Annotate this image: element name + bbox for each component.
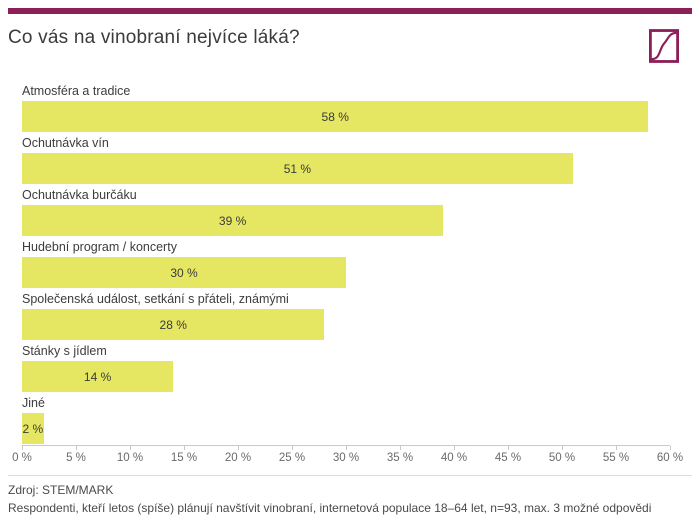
axis-tick-label: 15 % [170,452,198,464]
axis-tick-label: 0 % [12,452,32,464]
axis-tick-label: 60 % [656,452,684,464]
axis-tick-mark [508,446,509,450]
axis-tick-mark [184,446,185,450]
bar-track: 51 % [22,153,670,184]
category-label: Hudební program / koncerty [22,240,177,254]
bar: 2 % [22,413,44,444]
axis-tick-mark [400,446,401,450]
bar-track: 30 % [22,257,670,288]
bar: 58 % [22,101,649,132]
stemmark-logo-icon [649,29,679,63]
footer-divider [8,475,692,476]
bar-track: 14 % [22,361,670,392]
axis-tick-label: 30 % [332,452,360,464]
axis-tick-mark [346,446,347,450]
value-label: 30 % [170,265,198,280]
axis-tick-mark [616,446,617,450]
bar-row: Stánky s jídlem 14 % [22,344,670,392]
category-label: Jiné [22,396,45,410]
methodology-note: Respondenti, kteří letos (spíše) plánují… [8,501,652,515]
bar: 39 % [22,205,444,236]
axis-tick-label: 10 % [116,452,144,464]
source-text: Zdroj: STEM/MARK [8,483,114,497]
category-label: Ochutnávka burčáku [22,188,137,202]
category-label: Atmosféra a tradice [22,84,131,98]
value-label: 39 % [218,213,247,228]
bar-track: 2 % [22,413,670,444]
bar-row: Ochutnávka burčáku 39 % [22,188,670,236]
axis-tick-label: 25 % [278,452,306,464]
axis-tick-label: 20 % [224,452,252,464]
axis-tick-mark [562,446,563,450]
x-axis: 0 % 5 % 10 % 15 % 20 % 25 % 30 % 35 % 40 % 45 % 50… [12,445,683,468]
bar-row: Jiné 2 % [22,396,670,444]
category-label: Ochutnávka vín [22,136,109,150]
category-label: Společenská událost, setkání s přáteli, … [22,292,289,306]
bar-track: 58 % [22,101,670,132]
bar-track: 39 % [22,205,670,236]
axis-tick-label: 35 % [386,452,414,464]
bar-row: Atmosféra a tradice 58 % [22,84,670,132]
axis-tick-mark [76,446,77,450]
value-label: 14 % [83,369,112,384]
axis-tick-mark [238,446,239,450]
bar: 28 % [22,309,325,340]
page-title: Co vás na vinobraní nejvíce láká? [8,27,300,48]
category-label: Stánky s jídlem [22,344,107,358]
axis-tick-mark [670,446,671,450]
bar-row: Společenská událost, setkání s přáteli, … [22,292,670,340]
axis-tick-label: 50 % [548,452,576,464]
axis-tick-mark [454,446,455,450]
accent-top-rule [8,8,692,14]
bar: 30 % [22,257,346,288]
bar-row: Hudební program / koncerty 30 % [22,240,670,288]
bar: 14 % [22,361,174,392]
value-label: 28 % [159,317,187,332]
bar-track: 28 % [22,309,670,340]
axis-tick-mark [22,446,23,450]
axis-tick-mark [130,446,131,450]
bar: 51 % [22,153,573,184]
axis-tick-label: 45 % [494,452,522,464]
value-label: 51 % [283,161,312,176]
axis-tick-label: 40 % [440,452,468,464]
value-label: 2 % [22,421,44,436]
value-label: 58 % [321,109,349,124]
axis-tick-label: 55 % [602,452,630,464]
axis-tick-label: 5 % [66,452,86,464]
bar-row: Ochutnávka vín 51 % [22,136,670,184]
axis-tick-mark [292,446,293,450]
bar-chart: Atmosféra a tradice 58 % Ochutnávka vín 51 … [22,84,670,448]
